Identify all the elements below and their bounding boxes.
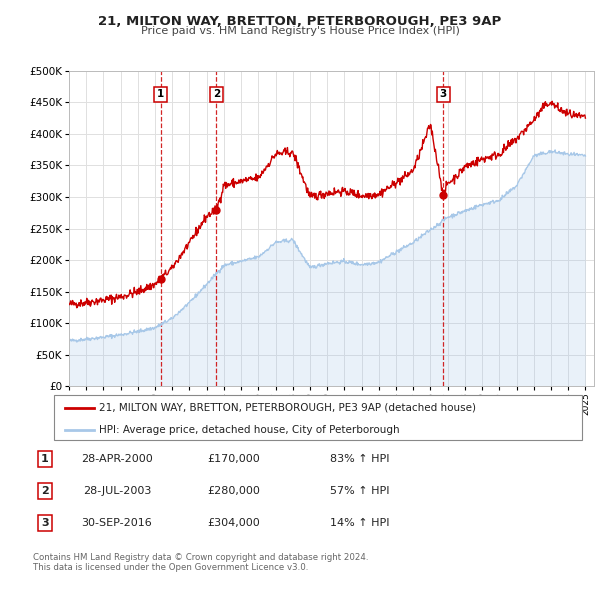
Text: 14% ↑ HPI: 14% ↑ HPI <box>330 518 390 527</box>
Text: £304,000: £304,000 <box>208 518 260 527</box>
Text: 3: 3 <box>440 90 447 100</box>
Text: 57% ↑ HPI: 57% ↑ HPI <box>330 486 390 496</box>
Text: 83% ↑ HPI: 83% ↑ HPI <box>330 454 390 464</box>
Text: Contains HM Land Registry data © Crown copyright and database right 2024.: Contains HM Land Registry data © Crown c… <box>33 553 368 562</box>
Text: 30-SEP-2016: 30-SEP-2016 <box>82 518 152 527</box>
Text: £280,000: £280,000 <box>208 486 260 496</box>
Text: 3: 3 <box>41 518 49 527</box>
Text: 21, MILTON WAY, BRETTON, PETERBOROUGH, PE3 9AP: 21, MILTON WAY, BRETTON, PETERBOROUGH, P… <box>98 15 502 28</box>
Text: This data is licensed under the Open Government Licence v3.0.: This data is licensed under the Open Gov… <box>33 563 308 572</box>
FancyBboxPatch shape <box>54 395 582 440</box>
Text: 28-APR-2000: 28-APR-2000 <box>81 454 153 464</box>
Text: 2: 2 <box>213 90 220 100</box>
Text: Price paid vs. HM Land Registry's House Price Index (HPI): Price paid vs. HM Land Registry's House … <box>140 26 460 36</box>
Text: HPI: Average price, detached house, City of Peterborough: HPI: Average price, detached house, City… <box>99 425 400 435</box>
Text: 28-JUL-2003: 28-JUL-2003 <box>83 486 151 496</box>
Text: 21, MILTON WAY, BRETTON, PETERBOROUGH, PE3 9AP (detached house): 21, MILTON WAY, BRETTON, PETERBOROUGH, P… <box>99 403 476 412</box>
Text: 1: 1 <box>41 454 49 464</box>
Text: £170,000: £170,000 <box>208 454 260 464</box>
Text: 1: 1 <box>157 90 164 100</box>
Text: 2: 2 <box>41 486 49 496</box>
